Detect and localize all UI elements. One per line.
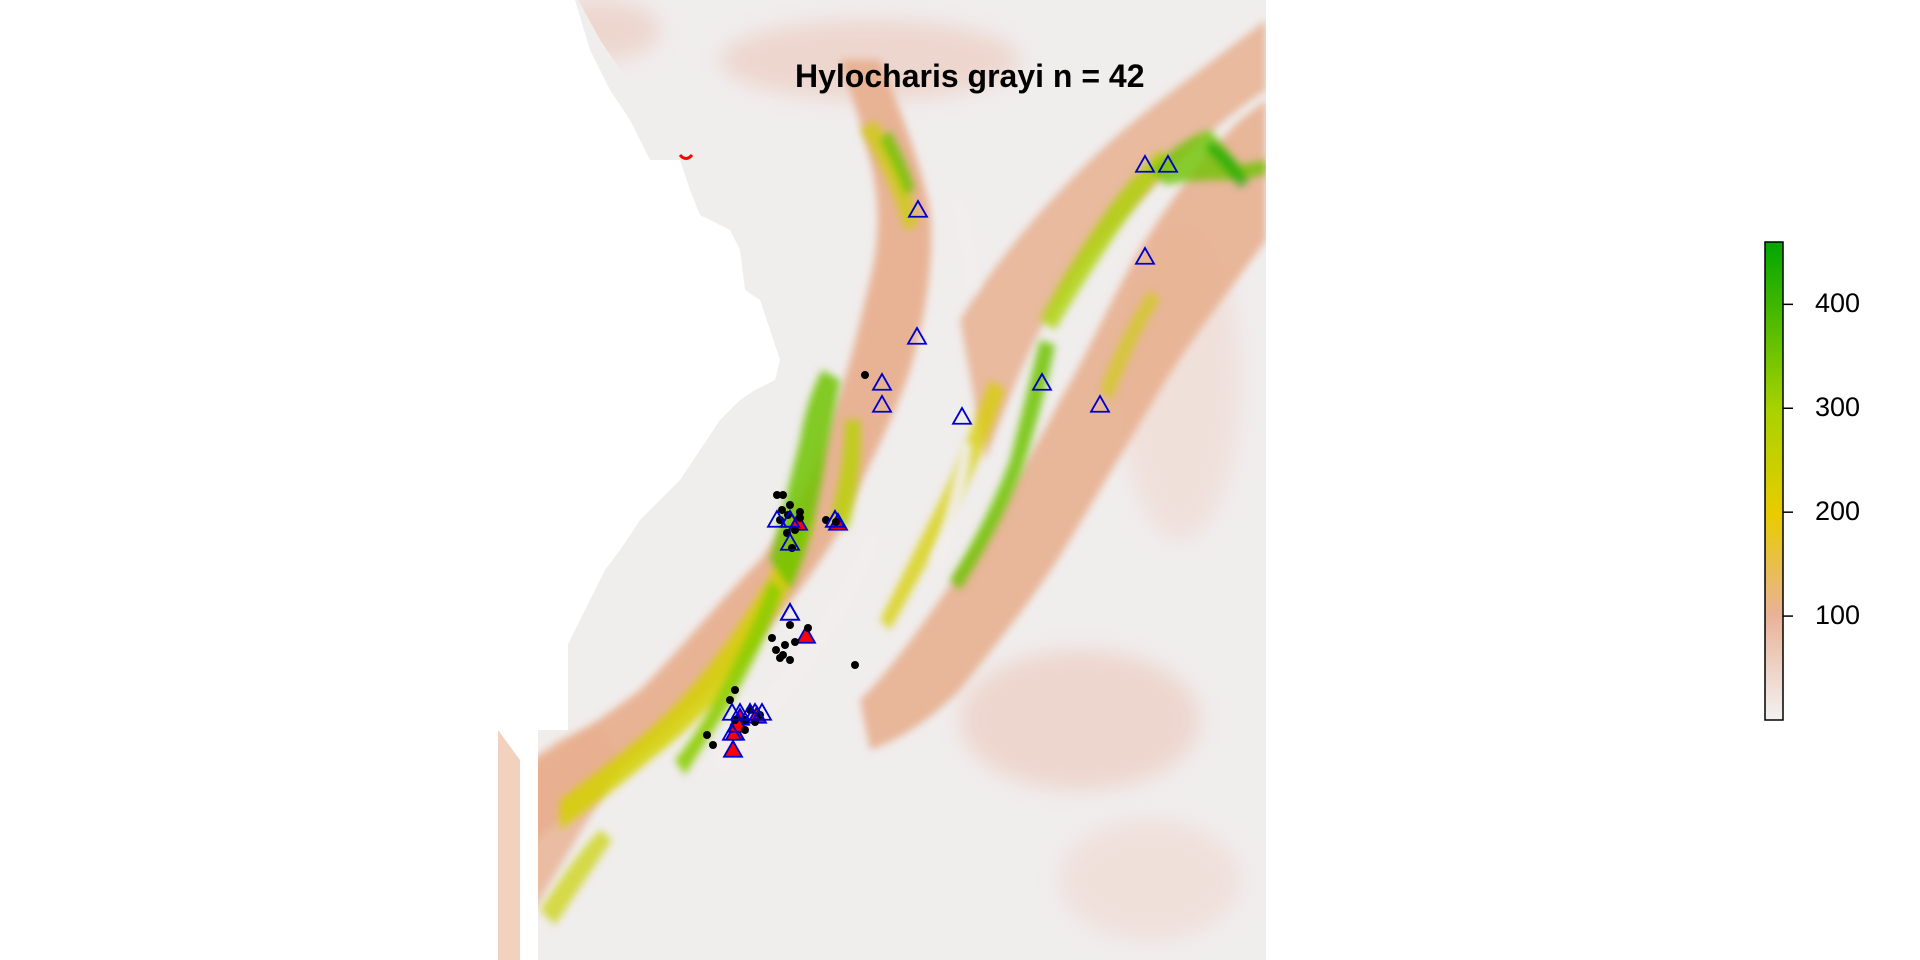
open-triangle-marker <box>951 406 973 425</box>
legend-ticks <box>1783 303 1793 617</box>
occurrence-dot <box>786 501 794 509</box>
occurrence-dot <box>804 624 812 632</box>
open-triangle-marker <box>824 509 846 528</box>
occurrence-dot <box>786 621 794 629</box>
occurrence-dot <box>851 661 859 669</box>
plot-title: Hylocharis grayi n = 42 <box>795 58 1145 94</box>
open-triangle-marker <box>1134 246 1156 265</box>
raster-map <box>498 0 1266 960</box>
occurrence-dot <box>796 514 804 522</box>
open-triangle-marker <box>721 722 743 741</box>
occurrence-dot <box>731 686 739 694</box>
legend-tick-label: 200 <box>1815 496 1861 527</box>
occurrence-dot <box>791 526 799 534</box>
open-triangle-marker <box>779 602 801 621</box>
open-triangle-marker <box>907 199 929 218</box>
open-triangle-marker <box>779 532 801 551</box>
open-triangle-marker <box>871 372 893 391</box>
open-triangle-marker <box>779 509 801 528</box>
occurrence-dot <box>776 654 784 662</box>
occurrence-dot <box>773 491 781 499</box>
open-triangle-marker <box>1157 154 1179 173</box>
occurrence-dot <box>861 371 869 379</box>
occurrence-markers <box>678 153 1179 758</box>
open-triangle-marker <box>906 326 928 345</box>
occurrence-dot <box>779 491 787 499</box>
occurrence-dot <box>786 656 794 664</box>
occurrence-dot <box>781 641 789 649</box>
open-triangle-marker <box>1134 154 1156 173</box>
filled-triangle-marker <box>722 739 744 758</box>
legend-tick-label: 300 <box>1815 392 1861 423</box>
open-triangle-marker <box>721 702 743 721</box>
filled-triangle-marker <box>795 625 817 644</box>
occurrence-dot <box>832 518 840 526</box>
occurrence-dot <box>778 506 786 514</box>
occurrence-dot <box>768 634 776 642</box>
occurrence-dot <box>788 544 796 552</box>
occurrence-dot <box>703 731 711 739</box>
open-triangle-marker <box>744 702 766 721</box>
occurrence-dot <box>726 696 734 704</box>
suitability-high-band <box>540 120 1266 925</box>
occurrence-dot <box>772 646 780 654</box>
legend-gradient-bar <box>1764 241 1784 721</box>
color-legend <box>1764 241 1793 721</box>
occurrence-dot <box>709 741 717 749</box>
legend-tick-label: 100 <box>1815 600 1861 631</box>
open-triangle-marker <box>766 509 788 528</box>
legend-tick-label: 400 <box>1815 288 1861 319</box>
open-triangle-marker <box>871 394 893 413</box>
red-mark <box>678 153 694 160</box>
open-triangle-marker <box>1089 394 1111 413</box>
sea <box>498 0 780 730</box>
occurrence-dot <box>796 508 804 516</box>
occurrence-dot <box>741 726 749 734</box>
open-triangle-marker <box>1031 372 1053 391</box>
occurrence-dot <box>791 638 799 646</box>
